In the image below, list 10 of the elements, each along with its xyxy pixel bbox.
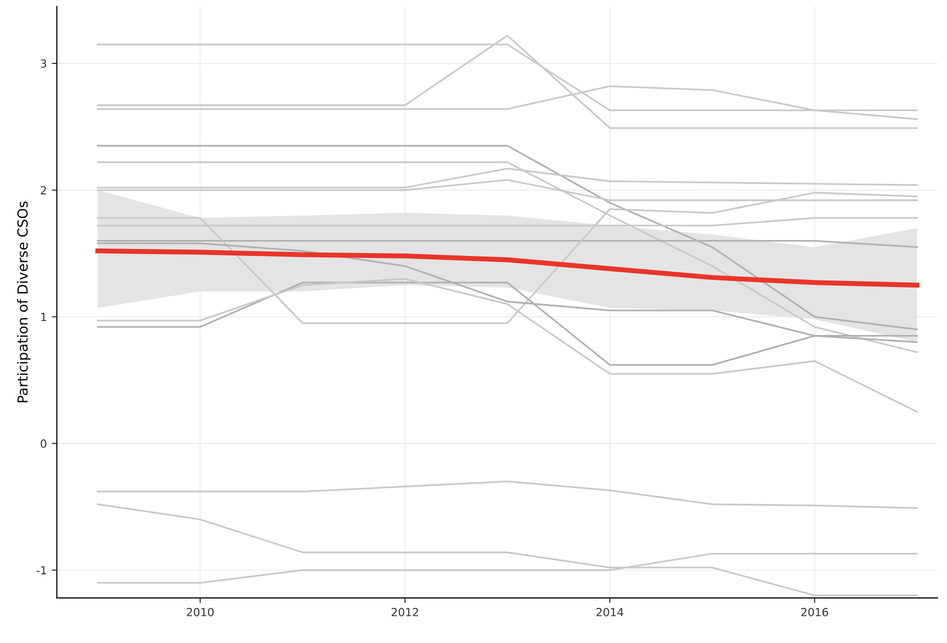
x-tick-label: 2012 xyxy=(392,608,418,616)
y-tick-label: 1 xyxy=(41,312,46,321)
y-tick-label: 2 xyxy=(40,186,46,194)
y-axis-title: Participation of Diverse CSOs xyxy=(17,201,30,402)
y-tick-label: -1 xyxy=(36,566,46,574)
x-tick-label: 2014 xyxy=(596,608,624,616)
x-tick-label: 2016 xyxy=(801,608,828,616)
y-tick-label: 0 xyxy=(40,439,46,448)
x-tick-label: 2010 xyxy=(186,608,214,616)
y-tick-label: 3 xyxy=(40,59,46,68)
